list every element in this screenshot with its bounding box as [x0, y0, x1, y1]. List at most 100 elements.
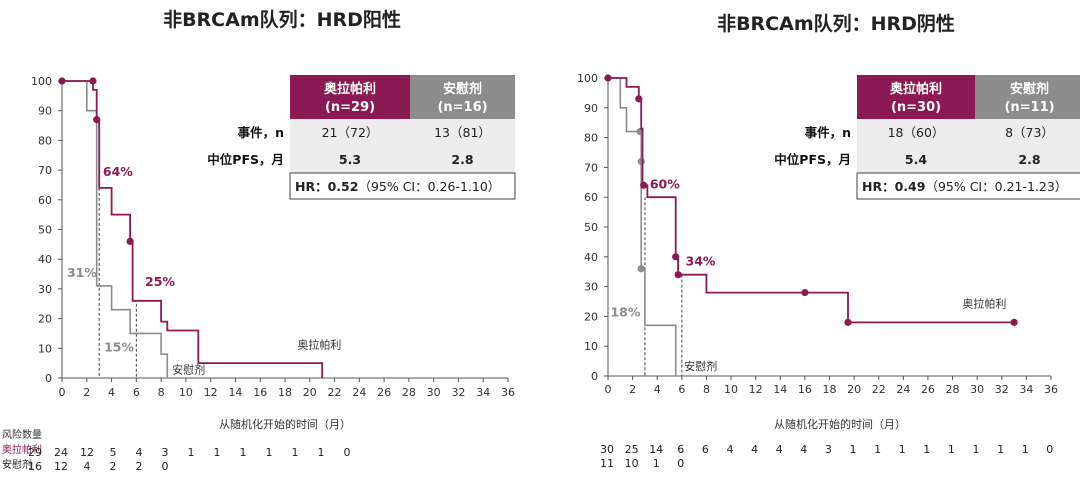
y-tick-label: 50	[584, 221, 598, 234]
risk-olaparib: 1	[318, 446, 325, 459]
x-tick-label: 20	[303, 386, 317, 399]
risk-placebo: 1	[653, 457, 660, 470]
x-tick-label: 28	[946, 383, 960, 396]
table-body-bg	[857, 119, 1080, 173]
table-col2-n: (n=16)	[437, 100, 487, 115]
x-tick-label: 10	[179, 386, 193, 399]
x-tick-label: 32	[995, 383, 1009, 396]
risk-olaparib: 6	[677, 443, 684, 456]
risk-olaparib: 12	[80, 446, 94, 459]
table-col1-n: (n=30)	[891, 100, 941, 115]
table-body-bg	[290, 119, 515, 173]
risk-olaparib: 4	[136, 446, 143, 459]
x-tick-label: 16	[798, 383, 812, 396]
x-axis-label: 从随机化开始的时间（月）	[774, 417, 906, 431]
chart-title: 非BRCAm队列：HRD阴性	[717, 12, 955, 35]
x-tick-label: 12	[204, 386, 218, 399]
hr-box	[289, 172, 516, 200]
table-row-label: 中位PFS，月	[207, 152, 284, 167]
risk-olaparib: 1	[973, 443, 980, 456]
table-col2-title: 安慰剂	[1010, 81, 1049, 97]
risk-olaparib: 3	[162, 446, 169, 459]
table-col1-title: 奥拉帕利	[324, 81, 376, 97]
risk-olaparib: 0	[344, 446, 351, 459]
x-tick-label: 0	[59, 386, 66, 399]
y-tick-label: 50	[38, 224, 52, 237]
hazard-ratio: HR：0.49（95% CI：0.21-1.23）	[862, 179, 1067, 194]
table-cell: 13（81）	[434, 125, 491, 140]
risk-olaparib: 0	[1046, 443, 1053, 456]
x-tick-label: 24	[896, 383, 910, 396]
x-tick-label: 0	[605, 383, 612, 396]
x-tick-label: 34	[476, 386, 490, 399]
censor-marker	[844, 318, 852, 326]
risk-row-label-olaparib: 奥拉帕利	[2, 443, 42, 456]
y-tick-label: 0	[45, 372, 52, 385]
x-tick-label: 26	[921, 383, 935, 396]
table-header-placebo	[410, 75, 515, 119]
risk-row-label-placebo: 安慰剂	[2, 458, 32, 471]
y-tick-label: 20	[38, 313, 52, 326]
table-col1-n: (n=29)	[325, 100, 375, 115]
risk-olaparib: 1	[948, 443, 955, 456]
hr-value: 0.49	[895, 179, 926, 194]
y-tick-label: 30	[584, 281, 598, 294]
y-tick-label: 10	[584, 340, 598, 353]
table-row-label: 中位PFS，月	[774, 152, 851, 167]
table-cell: 2.8	[1018, 152, 1040, 167]
x-tick-label: 10	[724, 383, 738, 396]
censor-marker	[1010, 318, 1018, 326]
x-tick-label: 36	[501, 386, 515, 399]
y-tick-label: 20	[584, 310, 598, 323]
hr-label: HR：	[295, 179, 328, 194]
y-tick-label: 80	[584, 132, 598, 145]
risk-olaparib: 1	[899, 443, 906, 456]
y-tick-label: 40	[584, 251, 598, 264]
risk-olaparib: 3	[825, 443, 832, 456]
table-cell: 8（73）	[1005, 125, 1054, 140]
censor-marker	[635, 95, 643, 103]
x-tick-label: 18	[823, 383, 837, 396]
table-cell: 21（72）	[322, 125, 379, 140]
percent-label: 18%	[610, 304, 640, 319]
censor-marker	[672, 253, 680, 261]
y-tick-label: 70	[38, 164, 52, 177]
table-col2-title: 安慰剂	[443, 81, 482, 97]
censor-marker	[126, 237, 134, 245]
risk-placebo: 10	[625, 457, 639, 470]
x-tick-label: 4	[108, 386, 115, 399]
x-tick-label: 6	[133, 386, 140, 399]
x-axis-label: 从随机化开始的时间（月）	[219, 417, 351, 431]
risk-olaparib: 1	[214, 446, 221, 459]
table-header-olaparib	[857, 75, 975, 119]
percent-label: 25%	[145, 274, 175, 289]
risk-olaparib: 25	[625, 443, 639, 456]
censor-marker	[93, 116, 101, 124]
censor-marker	[58, 77, 66, 85]
percent-label: 31%	[67, 265, 97, 280]
risk-olaparib: 1	[266, 446, 273, 459]
curve-label: 奥拉帕利	[962, 296, 1006, 310]
curve-label: 安慰剂	[684, 359, 717, 373]
chart-title: 非BRCAm队列：HRD阳性	[163, 8, 401, 31]
x-tick-label: 4	[654, 383, 661, 396]
risk-placebo: 12	[54, 460, 68, 473]
x-tick-label: 14	[773, 383, 787, 396]
km-curve-placebo	[62, 80, 169, 378]
risk-olaparib: 1	[997, 443, 1004, 456]
risk-placebo: 2	[110, 460, 117, 473]
risk-olaparib: 1	[923, 443, 930, 456]
censor-marker	[637, 157, 645, 166]
x-tick-label: 22	[872, 383, 886, 396]
censor-marker	[89, 77, 97, 85]
hr-ci: （95% CI：0.26-1.10）	[358, 179, 500, 194]
y-tick-label: 0	[591, 370, 598, 383]
risk-olaparib: 1	[188, 446, 195, 459]
x-tick-label: 30	[970, 383, 984, 396]
hazard-ratio: HR：0.52（95% CI：0.26-1.10）	[295, 179, 500, 194]
hr-box	[856, 172, 1080, 200]
y-tick-label: 10	[38, 342, 52, 355]
x-tick-label: 2	[629, 383, 636, 396]
